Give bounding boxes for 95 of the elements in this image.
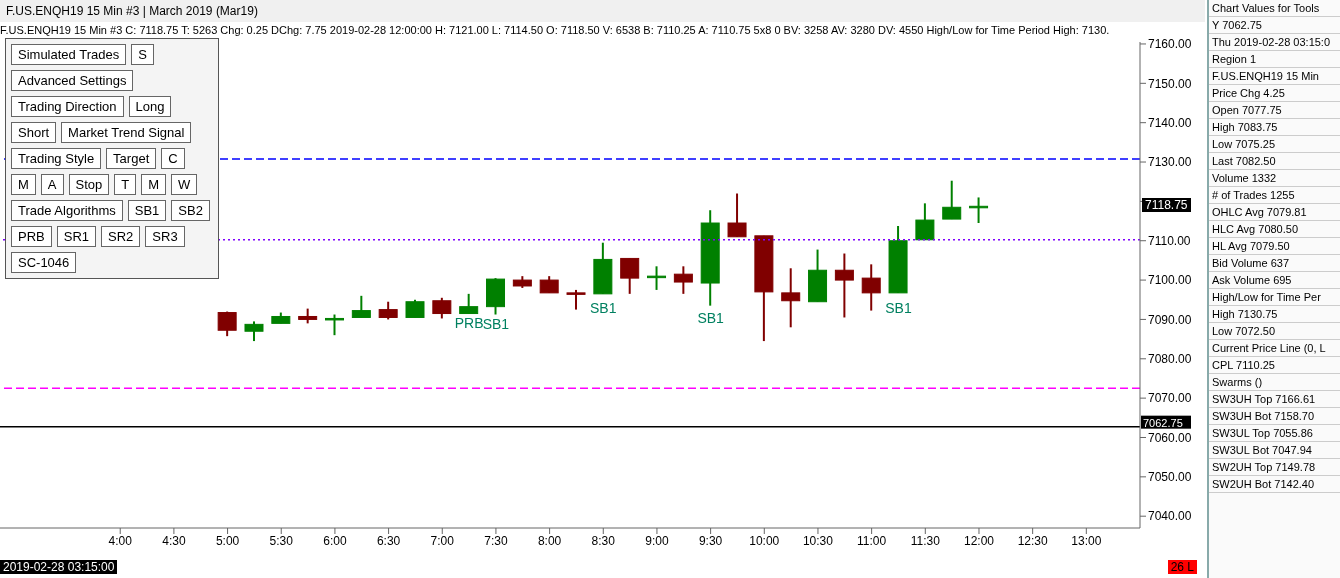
x-tick-label: 10:00	[749, 533, 780, 548]
text: SW2UH Bot 7142.40	[1209, 476, 1340, 493]
annotation: SB1	[590, 299, 617, 316]
text: High/Low for Time Per	[1209, 289, 1340, 306]
text: # of Trades 1255	[1209, 187, 1340, 204]
text: SW3UL Bot 7047.94	[1209, 442, 1340, 459]
ref-line-label: 7062.75	[1143, 416, 1183, 429]
text: HLC Avg 7080.50	[1209, 221, 1340, 238]
text: Current Price Line (0, L	[1209, 340, 1340, 357]
text: SW3UH Top 7166.61	[1209, 391, 1340, 408]
text: Volume 1332	[1209, 170, 1340, 187]
text: OHLC Avg 7079.81	[1209, 204, 1340, 221]
text: SW3UL Top 7055.86	[1209, 425, 1340, 442]
annotation: W	[171, 174, 198, 195]
x-tick-label: 4:00	[108, 533, 133, 548]
text: Low 7075.25	[1209, 136, 1340, 153]
annotation: Trading Style	[11, 148, 102, 169]
annotation: Stop	[68, 174, 110, 195]
y-tick-label: 7100.00	[1148, 273, 1192, 288]
text: Ask Volume 695	[1209, 272, 1340, 289]
text: High 7130.75	[1209, 306, 1340, 323]
text: CPL 7110.25	[1209, 357, 1340, 374]
annotation: M	[141, 174, 167, 195]
x-tick-label: 13:00	[1071, 533, 1102, 548]
annotation: Trade Algorithms	[11, 200, 123, 221]
annotation: A	[40, 174, 64, 195]
annotation: SR2	[101, 226, 141, 247]
annotation: SB1	[697, 309, 725, 326]
x-tick-label: 5:00	[215, 533, 240, 548]
annotation: Simulated Trades	[11, 44, 127, 65]
text: Chart Values for Tools	[1209, 0, 1340, 17]
text: 7118.75	[1142, 198, 1191, 213]
annotation: SC-1046	[11, 252, 77, 273]
x-tick-label: 4:30	[162, 533, 186, 548]
text: High 7083.75	[1209, 119, 1340, 136]
x-tick-label: 9:30	[698, 533, 723, 548]
y-tick-label: 7080.00	[1148, 352, 1192, 367]
annotation: Market Trend Signal	[61, 122, 192, 143]
text: Region 1	[1209, 51, 1340, 68]
annotation: SR3	[145, 226, 185, 247]
x-tick-label: 11:30	[910, 533, 941, 548]
x-tick-label: 6:00	[323, 533, 347, 548]
annotation: PRB	[11, 226, 52, 247]
y-tick-label: 7040.00	[1148, 509, 1192, 524]
annotation: M	[11, 174, 36, 195]
x-tick-label: 7:00	[430, 533, 455, 548]
y-tick-label: 7160.00	[1148, 37, 1192, 52]
annotation: SB1	[885, 299, 912, 316]
annotation: SB1	[482, 316, 510, 333]
x-tick-label: 5:30	[269, 533, 294, 548]
text: Y 7062.75	[1209, 17, 1340, 34]
text: Price Chg 4.25	[1209, 85, 1340, 102]
x-tick-label: 6:30	[376, 533, 401, 548]
annotation: Trading Direction	[11, 96, 124, 117]
x-tick-label: 7:30	[484, 533, 508, 548]
text: F.US.ENQH19 15 Min	[1209, 68, 1340, 85]
y-tick-label: 7060.00	[1148, 430, 1192, 445]
annotation: PRB	[454, 315, 484, 332]
x-tick-label: 12:30	[1017, 533, 1048, 548]
text: 2019-02-28 03:15:00	[0, 560, 118, 574]
y-tick-label: 7050.00	[1148, 470, 1192, 485]
text: SW3UH Bot 7158.70	[1209, 408, 1340, 425]
annotation: Short	[11, 122, 57, 143]
annotation: T	[114, 174, 137, 195]
text: 26 L	[1167, 560, 1197, 574]
x-tick-label: 8:30	[591, 533, 616, 548]
y-tick-label: 7070.00	[1148, 391, 1192, 406]
y-tick-label: 7130.00	[1148, 155, 1192, 170]
y-tick-label: 7150.00	[1148, 76, 1192, 91]
annotation: S	[131, 44, 154, 65]
x-tick-label: 11:00	[857, 533, 887, 548]
chart-title: F.US.ENQH19 15 Min #3 | March 2019 (Mar19)	[0, 0, 1205, 22]
y-tick-label: 7140.00	[1148, 115, 1192, 130]
text: HL Avg 7079.50	[1209, 238, 1340, 255]
annotation: Advanced Settings	[11, 70, 134, 91]
text: SW2UH Top 7149.78	[1209, 459, 1340, 476]
text: Last 7082.50	[1209, 153, 1340, 170]
text: Open 7077.75	[1209, 102, 1340, 119]
y-tick-label: 7090.00	[1148, 312, 1192, 327]
annotation: Long	[128, 96, 172, 117]
annotation: SB2	[171, 200, 210, 221]
x-tick-label: 12:00	[963, 533, 995, 548]
text: Bid Volume 637	[1209, 255, 1340, 272]
annotation: C	[161, 148, 185, 169]
chart-subtitle: F.US.ENQH19 15 Min #3 C: 7118.75 T: 5263 Chg: 0.25 DChg: 7.75 2019-02-28 12:00:00 H: 7121.00 L: 7114.50 O: 7118.50 V: 6538 B: 7110.25 A: 7110.75 5x8 0 BV: 3258 AV: 3280 DV: 4550 High/Low for Time Period High: 7130.	[0, 23, 1111, 38]
y-tick-label: 7110.00	[1148, 233, 1191, 248]
text: Swarms ()	[1209, 374, 1340, 391]
x-tick-label: 9:00	[645, 533, 669, 548]
text: Low 7072.50	[1209, 323, 1340, 340]
text: Thu 2019-02-28 03:15:0	[1209, 34, 1340, 51]
x-tick-label: 8:00	[537, 533, 562, 548]
annotation: SB1	[127, 200, 167, 221]
x-tick-label: 10:30	[802, 533, 834, 548]
annotation: SR1	[56, 226, 97, 247]
annotation: Target	[106, 148, 157, 169]
